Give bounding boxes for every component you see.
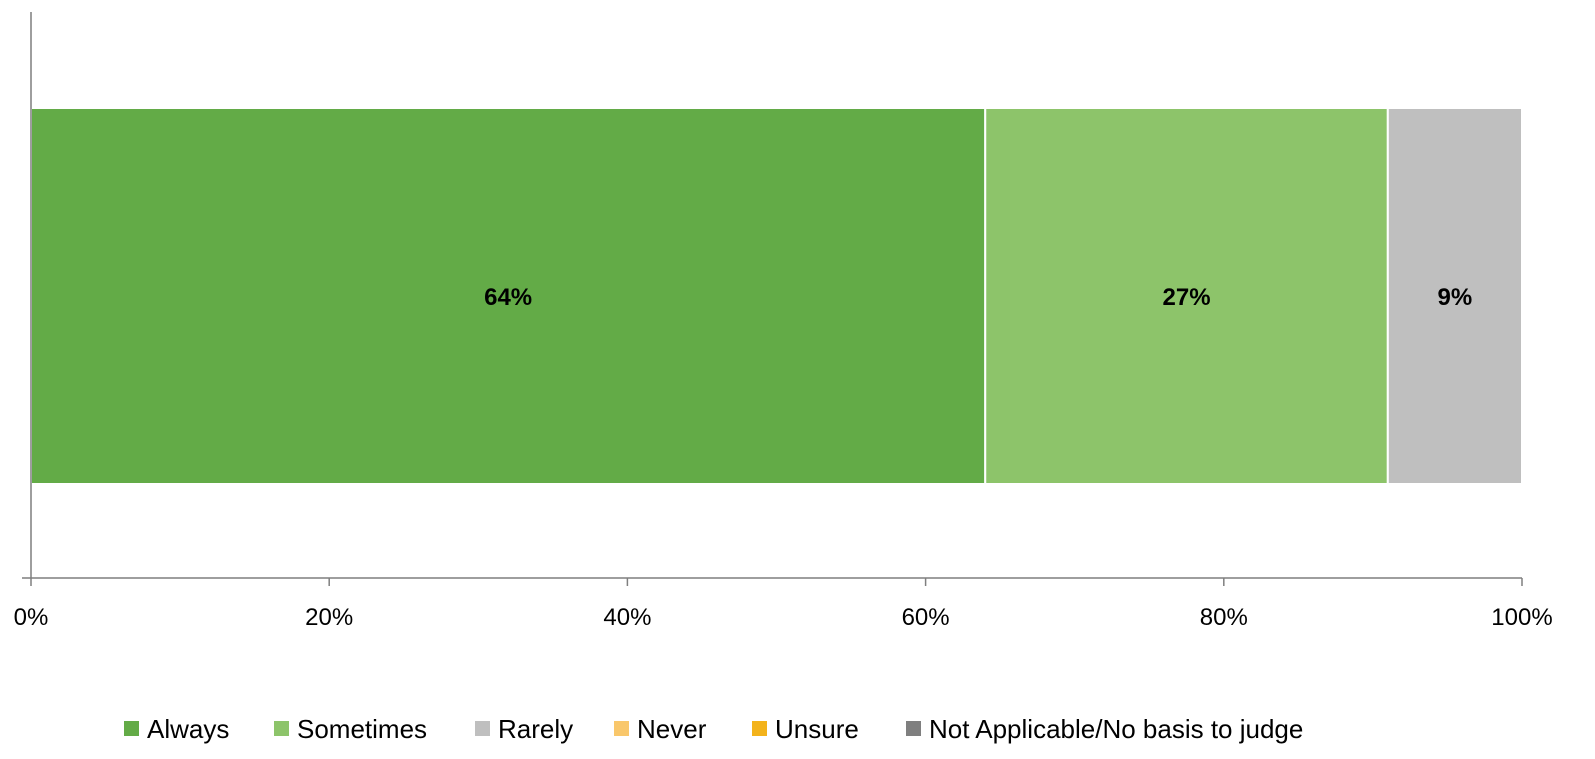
x-tick-label: 0% [14, 604, 49, 631]
legend-swatch [752, 721, 767, 736]
legend-item-not-applicable-no-basis-to-judge: Not Applicable/No basis to judge [906, 714, 1303, 744]
legend-label: Always [147, 714, 229, 744]
x-tick-label: 100% [1491, 604, 1552, 631]
legend: Always Sometimes Rarely Never Unsure Not Appl… [124, 714, 1303, 744]
legend-swatch [124, 721, 139, 736]
bar-segment-always [30, 107, 987, 485]
bar-segment-rarely [1386, 107, 1524, 485]
legend-item-rarely: Rarely [475, 714, 573, 744]
x-tick-label: 20% [305, 604, 353, 631]
x-axis-ticks: 0% 20% 40% 60% 80% 100% [14, 578, 1553, 631]
x-tick-label: 60% [902, 604, 950, 631]
legend-label: Sometimes [297, 714, 427, 744]
x-tick-label: 40% [603, 604, 651, 631]
legend-swatch [906, 721, 921, 736]
legend-label: Rarely [498, 714, 573, 744]
data-label-sometimes: 27% [1163, 284, 1211, 311]
data-labels: 64% 27% 9% [484, 284, 1472, 311]
data-label-rarely: 9% [1438, 284, 1473, 311]
legend-swatch [475, 721, 490, 736]
axes [22, 12, 1522, 579]
bar-segment-sometimes [984, 107, 1389, 485]
data-label-always: 64% [484, 284, 532, 311]
bar-segments [30, 107, 1524, 485]
legend-label: Never [637, 714, 707, 744]
legend-item-sometimes: Sometimes [274, 714, 427, 744]
legend-item-never: Never [614, 714, 707, 744]
legend-label: Unsure [775, 714, 859, 744]
legend-item-unsure: Unsure [752, 714, 859, 744]
legend-swatch [274, 721, 289, 736]
x-tick-label: 80% [1200, 604, 1248, 631]
legend-item-always: Always [124, 714, 229, 744]
legend-label: Not Applicable/No basis to judge [929, 714, 1303, 744]
legend-swatch [614, 721, 629, 736]
